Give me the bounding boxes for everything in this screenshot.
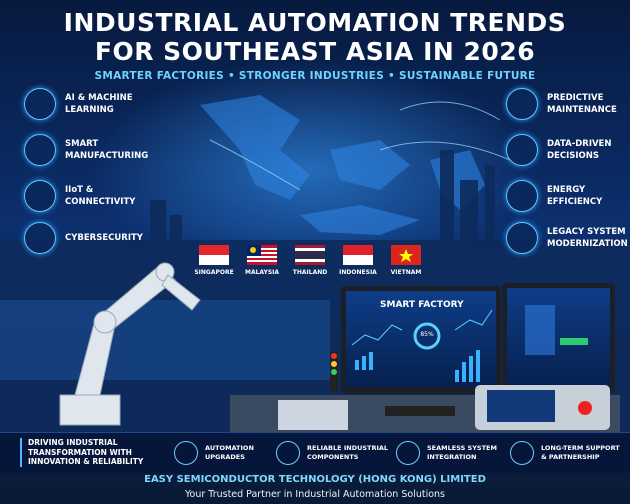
trend: LEGACY SYSTEM MODERNIZATION xyxy=(506,218,630,258)
trend: PREDICTIVE MAINTENANCE xyxy=(506,84,630,124)
title: INDUSTRIAL AUTOMATION TRENDS FOR SOUTHEA… xyxy=(0,8,630,66)
feature-icon xyxy=(510,441,534,465)
trend-label: DATA-DRIVEN DECISIONS xyxy=(547,138,611,162)
feature-icon xyxy=(396,441,420,465)
tagline-line: TRANSFORMATION WITH xyxy=(28,447,132,457)
trend-label-line: CONNECTIVITY xyxy=(65,197,136,207)
trend-icon xyxy=(506,180,538,212)
feature-label-line: COMPONENTS xyxy=(307,453,359,461)
trend: SMART MANUFACTURING xyxy=(24,130,194,170)
trend-label-line: LEARNING xyxy=(65,105,114,115)
feature-label-line: UPGRADES xyxy=(205,453,245,461)
country-label: THAILAND xyxy=(292,269,328,276)
trend-icon xyxy=(506,134,538,166)
trend-label-line: IIoT & xyxy=(65,185,94,195)
trend-label: PREDICTIVE MAINTENANCE xyxy=(547,92,617,116)
feature: LONG-TERM SUPPORT & PARTNERSHIP xyxy=(510,438,625,468)
feature-label-line: LONG-TERM SUPPORT xyxy=(541,444,620,452)
trend-label-line: LEGACY SYSTEM xyxy=(547,227,626,237)
trend: CYBERSECURITY xyxy=(24,218,194,258)
trend-icon xyxy=(24,180,56,212)
trend-label-line: DATA-DRIVEN xyxy=(547,139,612,149)
trend-icon xyxy=(24,134,56,166)
trend-label: LEGACY SYSTEM MODERNIZATION xyxy=(547,226,628,250)
trend-label-line: AI & MACHINE xyxy=(65,93,133,103)
trend-icon xyxy=(506,222,538,254)
trend-icon xyxy=(506,88,538,120)
country-label: INDONESIA xyxy=(339,269,377,276)
tagline-line: DRIVING INDUSTRIAL xyxy=(28,438,118,447)
feature: AUTOMATION UPGRADES xyxy=(174,438,289,468)
trend-label-line: EFFICIENCY xyxy=(547,197,603,207)
country-label: MALAYSIA xyxy=(244,269,280,276)
feature-label-line: INTEGRATION xyxy=(427,453,477,461)
trend: IIoT & CONNECTIVITY xyxy=(24,176,194,216)
country-label: VIETNAM xyxy=(390,269,422,276)
title-line: INDUSTRIAL AUTOMATION TRENDS xyxy=(63,8,567,37)
company-name: EASY SEMICONDUCTOR TECHNOLOGY (HONG KONG… xyxy=(144,474,486,485)
title-line: FOR SOUTHEAST ASIA IN 2026 xyxy=(94,37,536,66)
trend: AI & MACHINE LEARNING xyxy=(24,84,194,124)
feature-icon xyxy=(174,441,198,465)
feature-label: SEAMLESS SYSTEM INTEGRATION xyxy=(427,444,511,462)
trend-icon xyxy=(24,222,56,254)
subtitle: SMARTER FACTORIES • STRONGER INDUSTRIES … xyxy=(94,70,536,82)
trend-label: ENERGY EFFICIENCY xyxy=(547,184,602,208)
tagline: DRIVING INDUSTRIAL TRANSFORMATION WITH I… xyxy=(20,438,168,467)
trend-label-line: MODERNIZATION xyxy=(547,239,628,249)
trend: DATA-DRIVEN DECISIONS xyxy=(506,130,630,170)
tagline-line: INNOVATION & RELIABILITY xyxy=(28,457,144,466)
screen-title: SMART FACTORY xyxy=(380,300,464,310)
trend-label: AI & MACHINE LEARNING xyxy=(65,92,133,116)
gauge-label: 85% xyxy=(420,331,434,338)
trend: ENERGY EFFICIENCY xyxy=(506,176,630,216)
feature-label-line: AUTOMATION xyxy=(205,444,254,452)
trend-label-line: CYBERSECURITY xyxy=(65,233,143,243)
trend-label-line: PREDICTIVE xyxy=(547,93,604,103)
feature: SEAMLESS SYSTEM INTEGRATION xyxy=(396,438,511,468)
feature-label: RELIABLE INDUSTRIAL COMPONENTS xyxy=(307,444,391,462)
trend-label: IIoT & CONNECTIVITY xyxy=(65,184,135,208)
trend-label-line: MANUFACTURING xyxy=(65,151,149,161)
feature-icon xyxy=(276,441,300,465)
feature-label: LONG-TERM SUPPORT & PARTNERSHIP xyxy=(541,444,625,462)
trend-label: SMART MANUFACTURING xyxy=(65,138,148,162)
slogan: Your Trusted Partner in Industrial Autom… xyxy=(184,489,445,500)
feature-label-line: & PARTNERSHIP xyxy=(541,453,600,461)
feature-label-line: SEAMLESS SYSTEM xyxy=(427,444,497,452)
country-label: SINGAPORE xyxy=(194,269,234,276)
feature: RELIABLE INDUSTRIAL COMPONENTS xyxy=(276,438,391,468)
trend-label-line: ENERGY xyxy=(547,185,586,195)
trend-label-line: MAINTENANCE xyxy=(547,105,617,115)
flags xyxy=(199,245,421,265)
trend-label: CYBERSECURITY xyxy=(65,232,143,244)
feature-label: AUTOMATION UPGRADES xyxy=(205,444,289,462)
trend-label-line: DECISIONS xyxy=(547,151,600,161)
trend-icon xyxy=(24,88,56,120)
trend-label-line: SMART xyxy=(65,139,99,149)
feature-label-line: RELIABLE INDUSTRIAL xyxy=(307,444,389,452)
